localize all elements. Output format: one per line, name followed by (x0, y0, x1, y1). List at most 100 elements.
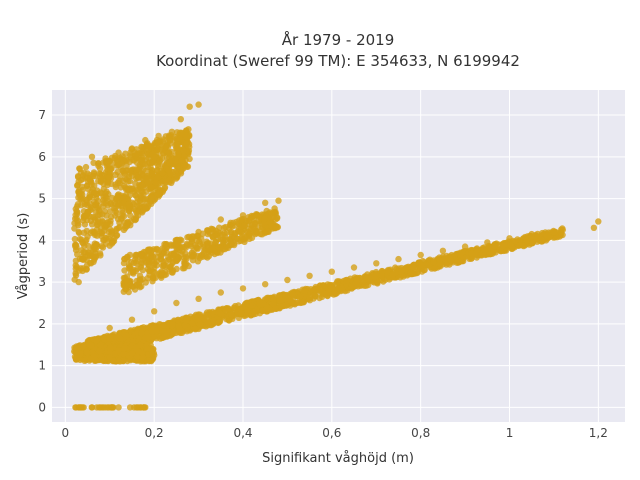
data-point-mid-band (138, 259, 145, 266)
data-point-main-band (183, 314, 191, 322)
data-point-swell-band (186, 155, 193, 163)
data-point-swell-band (93, 191, 101, 198)
data-point (239, 285, 247, 292)
data-point-mid-band (173, 257, 180, 264)
data-point (151, 308, 158, 315)
data-point-main-band (523, 237, 530, 244)
data-point-swell-band (112, 183, 120, 191)
data-point-mid-band (145, 261, 152, 269)
x-tick-label: 0,8 (411, 426, 430, 440)
data-point-calm (135, 348, 142, 355)
data-point (115, 191, 122, 198)
data-point-swell-band (154, 167, 161, 174)
data-point-swell-band (126, 178, 134, 185)
data-point (97, 224, 105, 231)
data-point-mid-band (241, 222, 248, 229)
y-tick-label: 3 (38, 275, 46, 289)
data-point-main-band (192, 311, 200, 318)
data-point-mid-band (261, 229, 269, 237)
data-point-mid-band (181, 250, 189, 257)
data-point (133, 404, 140, 411)
data-point-swell-band (86, 249, 93, 256)
data-point-mid-band (157, 252, 165, 260)
data-point-swell-band (145, 143, 153, 150)
data-point-main-band (289, 291, 296, 298)
data-point (195, 101, 202, 108)
data-point-swell-band (127, 212, 134, 219)
data-point-main-band (256, 298, 263, 305)
data-point (373, 260, 380, 267)
data-point-calm (144, 345, 151, 352)
data-point (417, 251, 424, 259)
data-point-swell-band (98, 190, 106, 197)
data-point-mid-band (122, 285, 129, 293)
data-point (97, 178, 105, 186)
data-point-mid-band (251, 220, 258, 227)
data-point-mid-band (225, 244, 232, 252)
data-point-main-band (123, 332, 130, 339)
data-point-swell-band (92, 246, 99, 253)
data-point-swell-band (79, 239, 86, 246)
data-point-main-band (365, 281, 372, 289)
data-point-mid-band (161, 240, 168, 248)
data-point-swell-band (95, 211, 102, 218)
data-point-mid-band (198, 235, 205, 242)
data-point-swell-band (72, 211, 79, 219)
data-point-main-band (181, 322, 189, 329)
data-point-swell-band (133, 209, 140, 216)
data-point-main-band (539, 229, 546, 237)
data-point-swell-band (104, 179, 111, 186)
data-point-main-band (259, 307, 266, 315)
data-point (284, 276, 291, 284)
y-tick-label: 6 (38, 150, 46, 164)
data-point-swell-band (148, 194, 155, 201)
data-point-calm (80, 343, 87, 350)
data-point-mid-band (239, 233, 246, 240)
data-point (262, 199, 269, 206)
data-point-swell-band (88, 188, 95, 195)
data-point-main-band (420, 266, 428, 274)
data-point-swell-band (133, 150, 141, 158)
data-point-main-band (163, 330, 170, 337)
data-point-calm (106, 349, 113, 356)
data-point-main-band (170, 330, 177, 337)
data-point-main-band (311, 286, 318, 293)
data-point-main-band (144, 334, 152, 342)
data-point-main-band (306, 295, 313, 302)
data-point-main-band (511, 238, 519, 245)
data-point-main-band (117, 335, 124, 342)
data-point-swell-band (116, 177, 123, 184)
data-point-mid-band (183, 260, 190, 267)
data-point-swell-band (92, 254, 99, 261)
data-point-mid-band (142, 279, 149, 286)
data-point-swell-band (178, 157, 186, 164)
data-point-swell-band (72, 257, 80, 264)
data-point-main-band (507, 242, 515, 249)
data-point-swell-band (76, 267, 83, 274)
x-tick-label: 0,2 (145, 426, 164, 440)
data-point-main-band (431, 265, 438, 272)
data-point-main-band (430, 258, 437, 266)
data-point-mid-band (217, 245, 224, 252)
data-point-zero-period (126, 404, 134, 411)
data-point (75, 228, 82, 236)
data-point-swell-band (136, 202, 143, 210)
data-point-swell-band (134, 187, 141, 194)
data-point-main-band (365, 275, 372, 283)
data-point-calm (129, 342, 136, 349)
y-tick-label: 1 (38, 359, 46, 373)
data-point (217, 289, 224, 296)
data-point-main-band (516, 241, 523, 249)
x-tick-label: 1 (506, 426, 514, 440)
data-point-swell-band (112, 171, 119, 178)
data-point-mid-band (171, 250, 178, 257)
data-point-calm (133, 353, 141, 360)
data-point-main-band (215, 319, 223, 326)
data-point (595, 218, 602, 225)
data-point-mid-band (193, 252, 201, 259)
data-point-mid-band (241, 238, 248, 245)
data-point-mid-band (231, 233, 238, 240)
data-point (75, 278, 82, 286)
data-point-mid-band (185, 233, 193, 240)
